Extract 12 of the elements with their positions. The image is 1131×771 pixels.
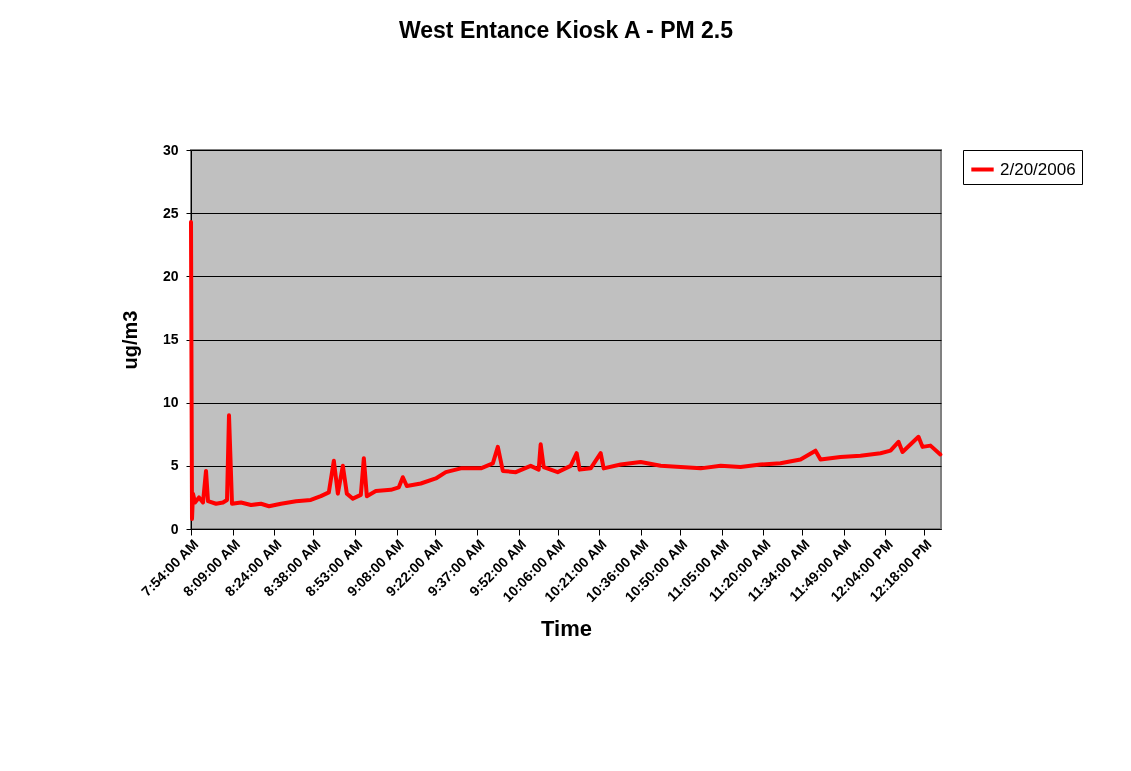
y-tick-label: 30 [162, 141, 179, 158]
y-tick-label: 10 [162, 394, 179, 411]
y-tick-label: 25 [162, 204, 179, 221]
legend-label: 2/20/2006 [1000, 159, 1076, 179]
y-tick-label: 15 [162, 331, 179, 347]
chart-title: West Entance Kiosk A - PM 2.5 [398, 17, 734, 43]
x-axis-title: Time [541, 616, 592, 642]
y-tick-label: 0 [170, 520, 179, 537]
y-tick-label: 5 [170, 457, 179, 474]
y-axis-title: ug/m3 [118, 310, 141, 370]
line-series [189, 220, 943, 521]
y-tick-label: 20 [162, 267, 179, 284]
